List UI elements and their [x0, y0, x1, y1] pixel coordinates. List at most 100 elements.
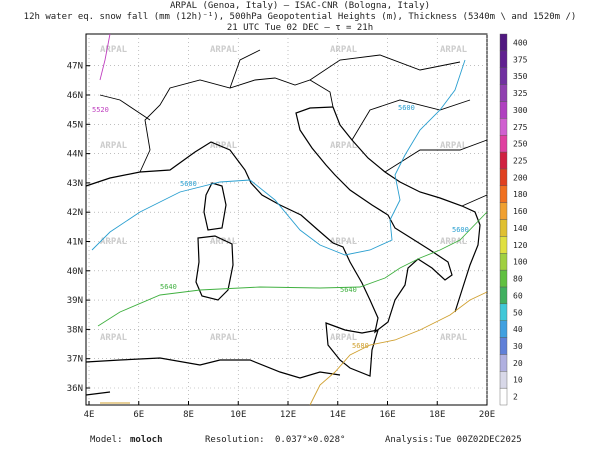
colorbar-label: 180: [513, 190, 528, 199]
colorbar-swatch: [499, 253, 508, 271]
colorbar-swatch: [499, 118, 508, 136]
colorbar-label: 50: [513, 308, 523, 317]
contour-labels: 5520 5600 5600 5600 5640 5640 5680: [92, 104, 469, 350]
watermark: ARPAL: [330, 141, 358, 151]
colorbar-label: 300: [513, 106, 528, 115]
contour-5640: [97, 211, 488, 327]
colorbar-swatch: [499, 354, 508, 372]
colorbar-label: 200: [513, 173, 528, 182]
watermark: ARPAL: [440, 141, 468, 151]
watermark: ARPAL: [210, 141, 238, 151]
colorbar-swatch: [499, 185, 508, 203]
lon-label: 20E: [479, 410, 495, 420]
lon-label: 14E: [330, 410, 346, 420]
colorbar-label: 20: [513, 359, 523, 368]
watermark: ARPAL: [210, 333, 238, 343]
contour-label: 5600: [398, 104, 415, 112]
colorbar-label: 40: [513, 325, 523, 334]
colorbar-swatch: [499, 50, 508, 68]
lat-label: 47N: [67, 62, 83, 72]
colorbar-swatch: [499, 67, 508, 85]
lon-label: 12E: [280, 410, 296, 420]
colorbar-label: 120: [513, 241, 528, 250]
contour-label: 5640: [160, 283, 177, 291]
lat-label: 44N: [67, 150, 83, 160]
coastline: [325, 322, 379, 377]
contour-label: 5600: [452, 226, 469, 234]
lon-label: 10E: [230, 410, 246, 420]
lat-label: 38N: [67, 325, 83, 335]
lat-label: 42N: [67, 208, 83, 218]
colorbar-label: 350: [513, 72, 528, 81]
colorbar-label: 140: [513, 224, 528, 233]
colorbar-swatch: [499, 84, 508, 102]
map-frame: [85, 33, 488, 406]
watermark: ARPAL: [330, 237, 358, 247]
colorbar-swatch: [499, 337, 508, 355]
coastline: [195, 235, 234, 301]
colorbar-label: 30: [513, 342, 523, 351]
header-line: ARPAL (Genoa, Italy) – ISAC-CNR (Bologna…: [170, 1, 430, 11]
lat-label: 41N: [67, 238, 83, 248]
contour-label: 5520: [92, 106, 109, 114]
watermark: ARPAL: [440, 237, 468, 247]
lon-label: 4E: [84, 410, 95, 420]
lat-label: 39N: [67, 296, 83, 306]
watermark: ARPAL: [440, 333, 468, 343]
footer-value: Tue 00Z02DEC2025: [435, 435, 522, 445]
lat-label: 45N: [67, 120, 83, 130]
coastline: [203, 182, 227, 231]
watermark: ARPAL: [100, 141, 128, 151]
lat-label: 36N: [67, 384, 83, 394]
coastline: [85, 357, 341, 396]
colorbar-label: 80: [513, 275, 523, 284]
coastline: [332, 106, 481, 313]
colorbar-label: 275: [513, 123, 528, 132]
colorbar-label: 10: [513, 376, 523, 385]
watermark: ARPAL: [440, 45, 468, 55]
colorbar-swatch: [499, 151, 508, 170]
watermark: ARPAL: [100, 45, 128, 55]
colorbar-swatch: [499, 134, 508, 153]
colorbar-swatch: [499, 371, 508, 389]
lat-label: 46N: [67, 91, 83, 101]
colorbar-swatch: [499, 236, 508, 254]
watermark: ARPAL: [210, 237, 238, 247]
graticule: [86, 34, 488, 405]
colorbar: 2 10 20 30 40 50 60 80 100 120 140 160 180 200 225 250 2…: [499, 33, 528, 406]
watermark: ARPAL: [100, 333, 128, 343]
footer-label: Model:: [90, 435, 123, 445]
header-line: 21 UTC Tue 02 DEC – τ = 21h: [227, 23, 373, 33]
colorbar-label: 100: [513, 258, 528, 267]
colorbar-swatch: [499, 202, 508, 220]
colorbar-swatch: [499, 320, 508, 338]
colorbar-label: 250: [513, 140, 528, 149]
lat-label: 37N: [67, 355, 83, 365]
lat-label: 40N: [67, 267, 83, 277]
lon-label: 6E: [133, 410, 144, 420]
coastline: [85, 106, 453, 334]
contour-5520: [99, 33, 111, 81]
watermark: ARPAL: [330, 333, 358, 343]
colorbar-swatch: [499, 303, 508, 321]
contour-5600: [91, 59, 466, 256]
watermark: ARPAL: [330, 45, 358, 55]
contour-label: 5600: [180, 180, 197, 188]
colorbar-label: 225: [513, 156, 528, 165]
colorbar-swatch: [499, 269, 508, 288]
colorbar-swatch: [499, 101, 508, 119]
colorbar-label: 2: [513, 393, 518, 402]
colorbar-label: 60: [513, 291, 523, 300]
contour-label: 5640: [340, 286, 357, 294]
colorbar-label: 325: [513, 89, 528, 98]
footer-label: Resolution:: [205, 435, 265, 445]
colorbar-label: 160: [513, 207, 528, 216]
watermark: ARPAL: [210, 45, 238, 55]
footer-value: moloch: [130, 435, 163, 445]
header-line: 12h water eq. snow fall (mm (12h)⁻¹), 50…: [24, 12, 577, 22]
colorbar-swatch: [499, 286, 508, 305]
colorbar-swatch: [499, 168, 508, 186]
contour-label: 5680: [352, 342, 369, 350]
footer-value: 0.037°×0.028°: [275, 435, 345, 445]
